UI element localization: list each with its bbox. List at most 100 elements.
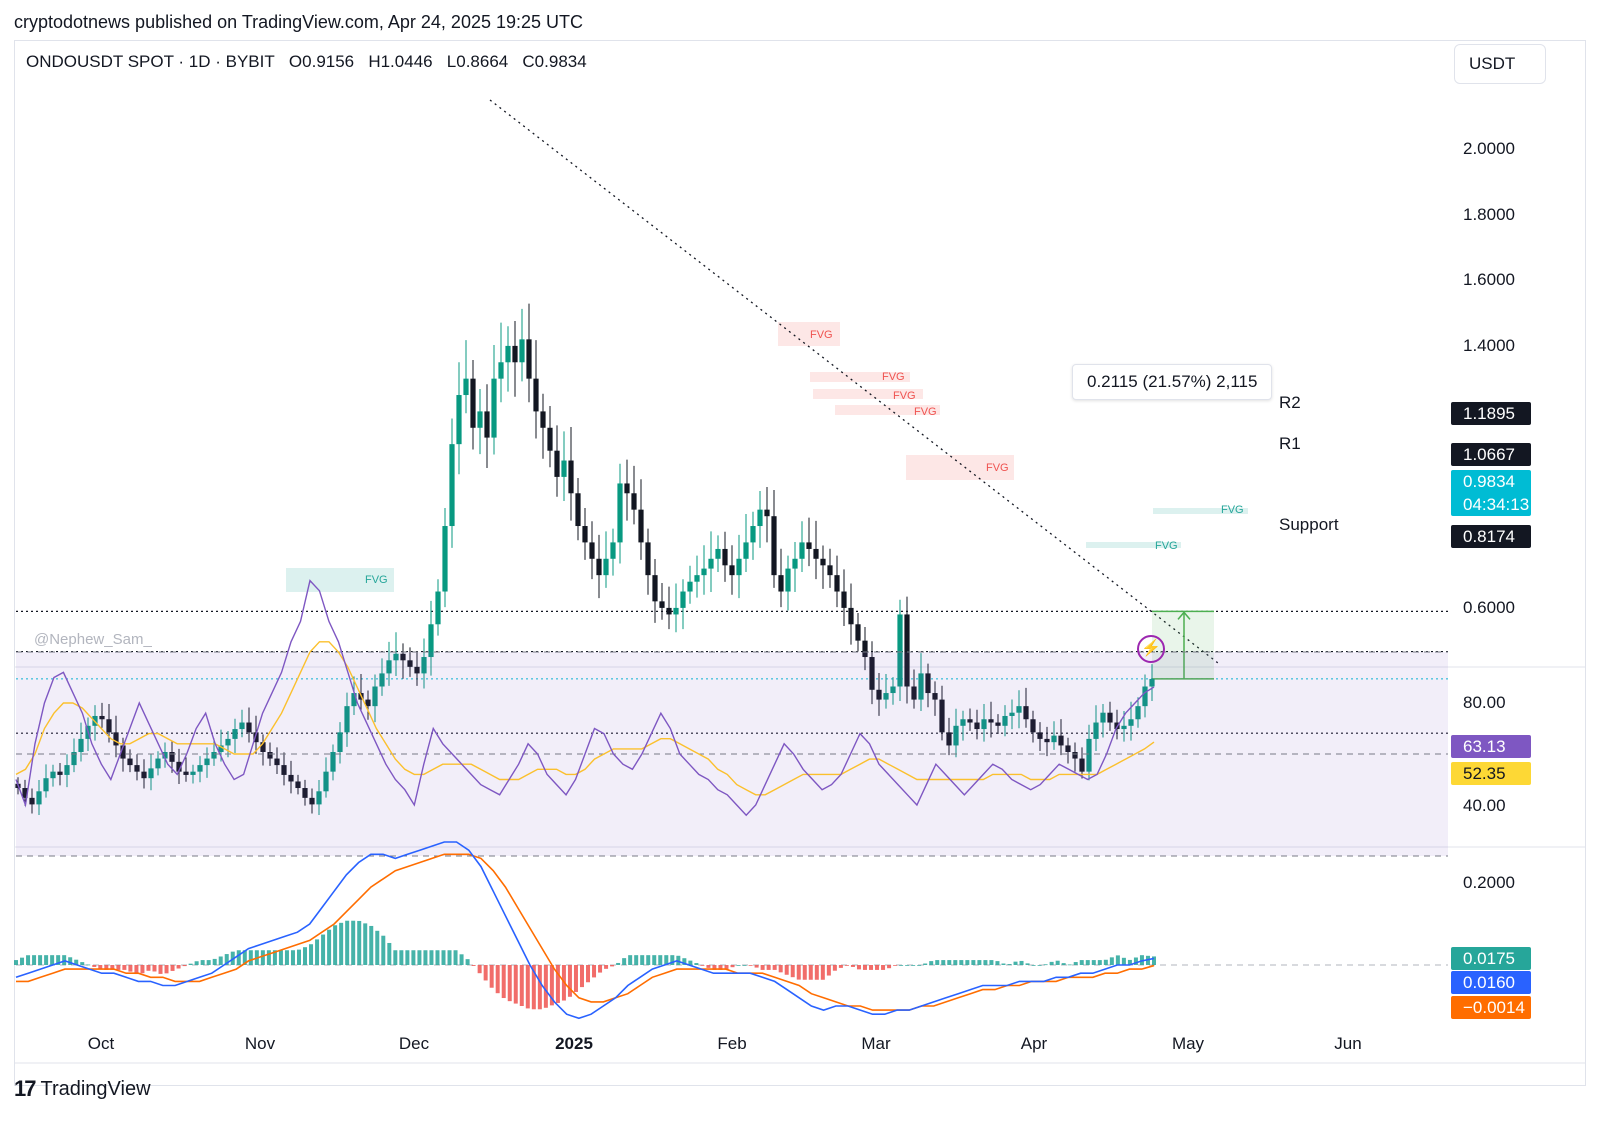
candle-body (155, 758, 161, 769)
candle-body (764, 509, 770, 517)
macd-histogram-bar (598, 965, 603, 973)
candle-body (659, 601, 665, 608)
lightning-icon[interactable]: ⚡ (1137, 635, 1165, 663)
macd-histogram-bar (917, 965, 922, 966)
macd-histogram-bar (941, 960, 946, 965)
fvg-zone (813, 389, 923, 399)
chart-frame (14, 40, 1586, 1086)
candle-body (841, 591, 847, 608)
candle-body (813, 548, 819, 559)
fvg-zone (286, 568, 394, 592)
candle-body (57, 771, 63, 775)
macd-histogram-bar (844, 965, 849, 966)
macd-histogram-bar (152, 965, 157, 972)
candle-body (127, 758, 133, 766)
macd-histogram-bar (610, 965, 615, 967)
candle-body (169, 752, 175, 762)
candle-body (204, 758, 210, 766)
macd-histogram-bar (405, 950, 410, 965)
candle-body (757, 509, 763, 527)
candle-body (624, 483, 630, 494)
macd-histogram-bar (790, 965, 795, 978)
macd-histogram-bar (718, 965, 723, 970)
macd-histogram-bar (983, 960, 988, 965)
candle-body (932, 693, 938, 700)
candle-body (330, 752, 336, 772)
macd-histogram-bar (634, 955, 639, 965)
macd-histogram-bar (923, 963, 928, 965)
candle-body (323, 771, 329, 792)
macd-histogram-bar (1025, 963, 1030, 965)
support-label: Support (1279, 515, 1339, 534)
candle-body (582, 526, 588, 543)
macd-histogram-bar (248, 950, 253, 965)
macd-histogram-bar (98, 965, 103, 970)
candle-body (722, 548, 728, 566)
macd-histogram-bar (640, 955, 645, 965)
macd-histogram-bar (296, 949, 301, 965)
macd-histogram-bar (676, 955, 681, 965)
candle-body (316, 791, 322, 805)
macd-histogram-bar (965, 960, 970, 965)
candle-body (477, 411, 483, 428)
macd-histogram-bar (742, 965, 747, 966)
candle-body (869, 657, 875, 690)
macd-histogram-bar (543, 965, 548, 1008)
r2-label: R2 (1279, 393, 1301, 412)
fvg-zone (810, 372, 910, 382)
macd-histogram-bar (736, 965, 741, 966)
candle-body (225, 738, 231, 746)
macd-histogram-bar (1013, 961, 1018, 965)
macd-histogram-bar (1073, 962, 1078, 965)
candle-body (638, 509, 644, 543)
macd-histogram-bar (766, 965, 771, 970)
macd-histogram-bar (784, 965, 789, 975)
measure-tooltip: 0.2115 (21.57%) 2,115 (1072, 364, 1273, 400)
rsi-line (15, 579, 1155, 817)
rsi-axis-label: 80.00 (1463, 693, 1506, 712)
macd-histogram-bar (977, 960, 982, 965)
macd-histogram-bar (170, 965, 175, 971)
candle-body (393, 653, 399, 661)
candle-body (967, 719, 973, 723)
macd-histogram-bar (393, 950, 398, 965)
macd-histogram-bar (459, 954, 464, 965)
candle-body (50, 771, 56, 779)
ohlc-low: L0.8664 (446, 52, 509, 71)
macd-histogram-bar (953, 960, 958, 965)
candle-body (729, 565, 735, 576)
candle-body (211, 752, 217, 759)
macd-histogram-bar (995, 961, 1000, 965)
macd-histogram-bar (1097, 960, 1102, 965)
price-axis-label: 1.4000 (1463, 336, 1515, 355)
currency-button[interactable]: USDT (1454, 44, 1546, 84)
macd-histogram-bar (44, 955, 49, 965)
candle-body (680, 591, 686, 608)
macd-histogram-bar (856, 965, 861, 970)
fvg-zone (778, 322, 840, 346)
symbol-name[interactable]: ONDOUSDT SPOT · 1D · BYBIT (26, 52, 275, 71)
macd-histogram-bar (688, 960, 693, 965)
tradingview-logo[interactable]: 17 TradingView (14, 1076, 151, 1102)
candle-body (883, 693, 889, 700)
macd-histogram-bar (50, 955, 55, 965)
macd-histogram-bar (549, 965, 554, 1006)
candle-body (288, 774, 294, 782)
price-axis-label: 0.6000 (1463, 598, 1515, 617)
macd-histogram-bar (423, 950, 428, 965)
macd-histogram-bar (339, 922, 344, 965)
candle-body (274, 758, 280, 766)
macd-histogram-bar (887, 965, 892, 969)
rsi-axis-label: 40.00 (1463, 796, 1506, 815)
macd-histogram-bar (592, 965, 597, 978)
fvg-label: FVG (893, 390, 916, 402)
candle-body (519, 339, 525, 363)
candle-body (1135, 706, 1141, 720)
macd-histogram-bar (899, 965, 904, 966)
candle-body (372, 686, 378, 707)
signal-line-tag: −0.0014 (1451, 996, 1531, 1019)
candle-body (715, 548, 721, 559)
candle-body (183, 771, 189, 775)
macd-histogram-bar (1043, 964, 1048, 966)
